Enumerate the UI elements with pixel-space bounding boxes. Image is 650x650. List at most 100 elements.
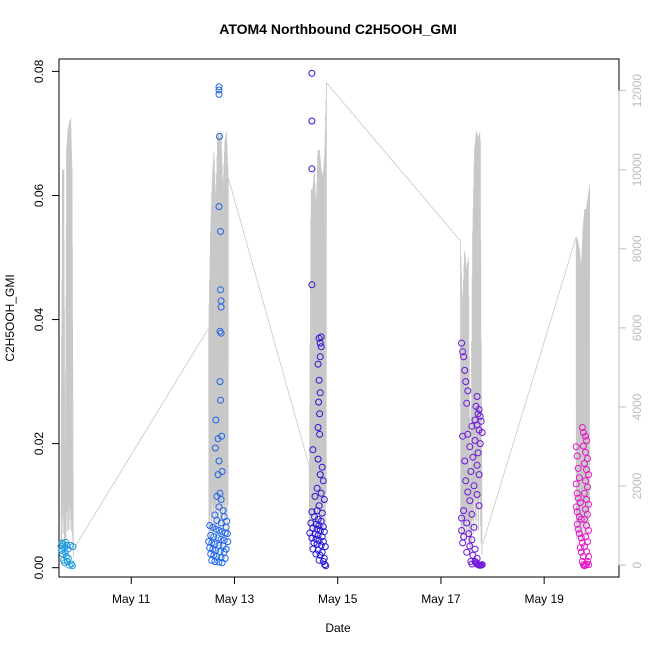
- data-point: [470, 482, 478, 490]
- data-point: [473, 461, 481, 469]
- data-point: [474, 449, 482, 457]
- data-point: [579, 553, 587, 560]
- data-point: [317, 541, 325, 549]
- data-point: [458, 339, 466, 347]
- data-point: [217, 303, 225, 311]
- data-point: [318, 509, 326, 517]
- data-point: [308, 69, 316, 77]
- altitude-connector-4: [481, 236, 577, 546]
- data-point: [311, 492, 319, 500]
- data-point: [62, 553, 70, 560]
- data-point: [584, 558, 591, 565]
- data-point: [222, 523, 230, 531]
- data-point: [322, 562, 330, 570]
- data-point: [216, 133, 223, 140]
- data-point: [582, 477, 589, 485]
- data-point: [215, 558, 223, 566]
- data-point: [210, 533, 218, 541]
- data-point: [478, 429, 486, 436]
- data-point: [580, 460, 588, 467]
- y2-tick-label: 12000: [630, 74, 644, 108]
- data-point: [318, 463, 326, 471]
- data-point: [314, 360, 322, 368]
- data-point: [576, 544, 584, 552]
- data-point: [68, 562, 76, 570]
- data-point: [470, 523, 478, 531]
- data-point: [585, 561, 592, 569]
- data-point: [316, 339, 324, 347]
- data-point: [579, 429, 587, 436]
- x-tick-label: May 15: [318, 592, 358, 606]
- altitude-connector-1: [73, 327, 210, 550]
- data-point: [473, 393, 481, 400]
- data-point: [577, 548, 585, 556]
- data-point: [317, 343, 325, 351]
- data-points: [57, 69, 592, 570]
- data-point: [316, 410, 324, 418]
- data-point: [465, 530, 473, 538]
- y-tick-label: 0.02: [32, 432, 46, 456]
- data-point: [468, 536, 476, 544]
- data-point: [582, 432, 589, 440]
- data-point: [459, 348, 467, 356]
- y-tick-label: 0.06: [32, 183, 46, 207]
- data-point: [476, 440, 484, 448]
- data-point: [313, 484, 321, 492]
- altitude-connector-2: [227, 177, 310, 467]
- altitude-trace-4: [460, 130, 483, 558]
- plot-border: [58, 58, 620, 578]
- data-point: [217, 396, 224, 404]
- y2-tick-label: 0: [630, 561, 644, 568]
- data-point: [463, 548, 471, 556]
- data-point: [574, 464, 582, 472]
- data-point: [215, 203, 223, 211]
- data-point: [217, 329, 225, 337]
- altitude-trace-3: [308, 82, 327, 549]
- data-point: [473, 491, 481, 498]
- data-point: [573, 452, 581, 460]
- data-point: [466, 542, 474, 550]
- y-tick-label: 0.04: [32, 308, 46, 332]
- data-point: [579, 442, 587, 450]
- data-point: [315, 398, 323, 406]
- data-point: [580, 489, 588, 497]
- data-point: [463, 519, 471, 527]
- altitude-trace-2: [208, 131, 229, 542]
- data-point: [314, 455, 322, 463]
- data-point: [575, 474, 583, 482]
- data-point: [316, 353, 324, 361]
- data-point: [583, 437, 590, 444]
- data-point: [462, 477, 470, 485]
- data-point: [573, 489, 581, 497]
- data-point: [584, 455, 591, 462]
- data-point: [463, 399, 471, 407]
- data-point: [308, 165, 316, 173]
- data-point: [578, 424, 586, 431]
- data-point: [208, 556, 216, 564]
- altitude-trace-5: [575, 185, 590, 542]
- data-point: [215, 83, 223, 91]
- y2-tick-label: 6000: [630, 314, 644, 341]
- data-point: [309, 545, 317, 553]
- data-point: [321, 543, 329, 551]
- y2-tick-label: 4000: [630, 393, 644, 420]
- data-point: [321, 561, 329, 569]
- data-point: [320, 496, 328, 503]
- data-point: [459, 539, 467, 547]
- data-point: [315, 556, 323, 564]
- chart-title: ATOM4 Northbound C2H5OOH_GMI: [219, 21, 456, 37]
- x-tick-label: May 13: [215, 592, 255, 606]
- data-point: [477, 417, 485, 425]
- data-point: [314, 531, 322, 539]
- data-point: [214, 471, 222, 479]
- data-point: [215, 527, 223, 534]
- data-point: [315, 334, 323, 342]
- data-point: [215, 503, 223, 511]
- x-tick-label: May 11: [112, 592, 151, 606]
- y2-tick-label: 10000: [630, 153, 644, 187]
- data-point: [585, 500, 592, 508]
- data-point: [468, 510, 476, 518]
- data-point: [216, 378, 224, 386]
- data-point: [584, 510, 591, 518]
- data-point: [211, 444, 219, 452]
